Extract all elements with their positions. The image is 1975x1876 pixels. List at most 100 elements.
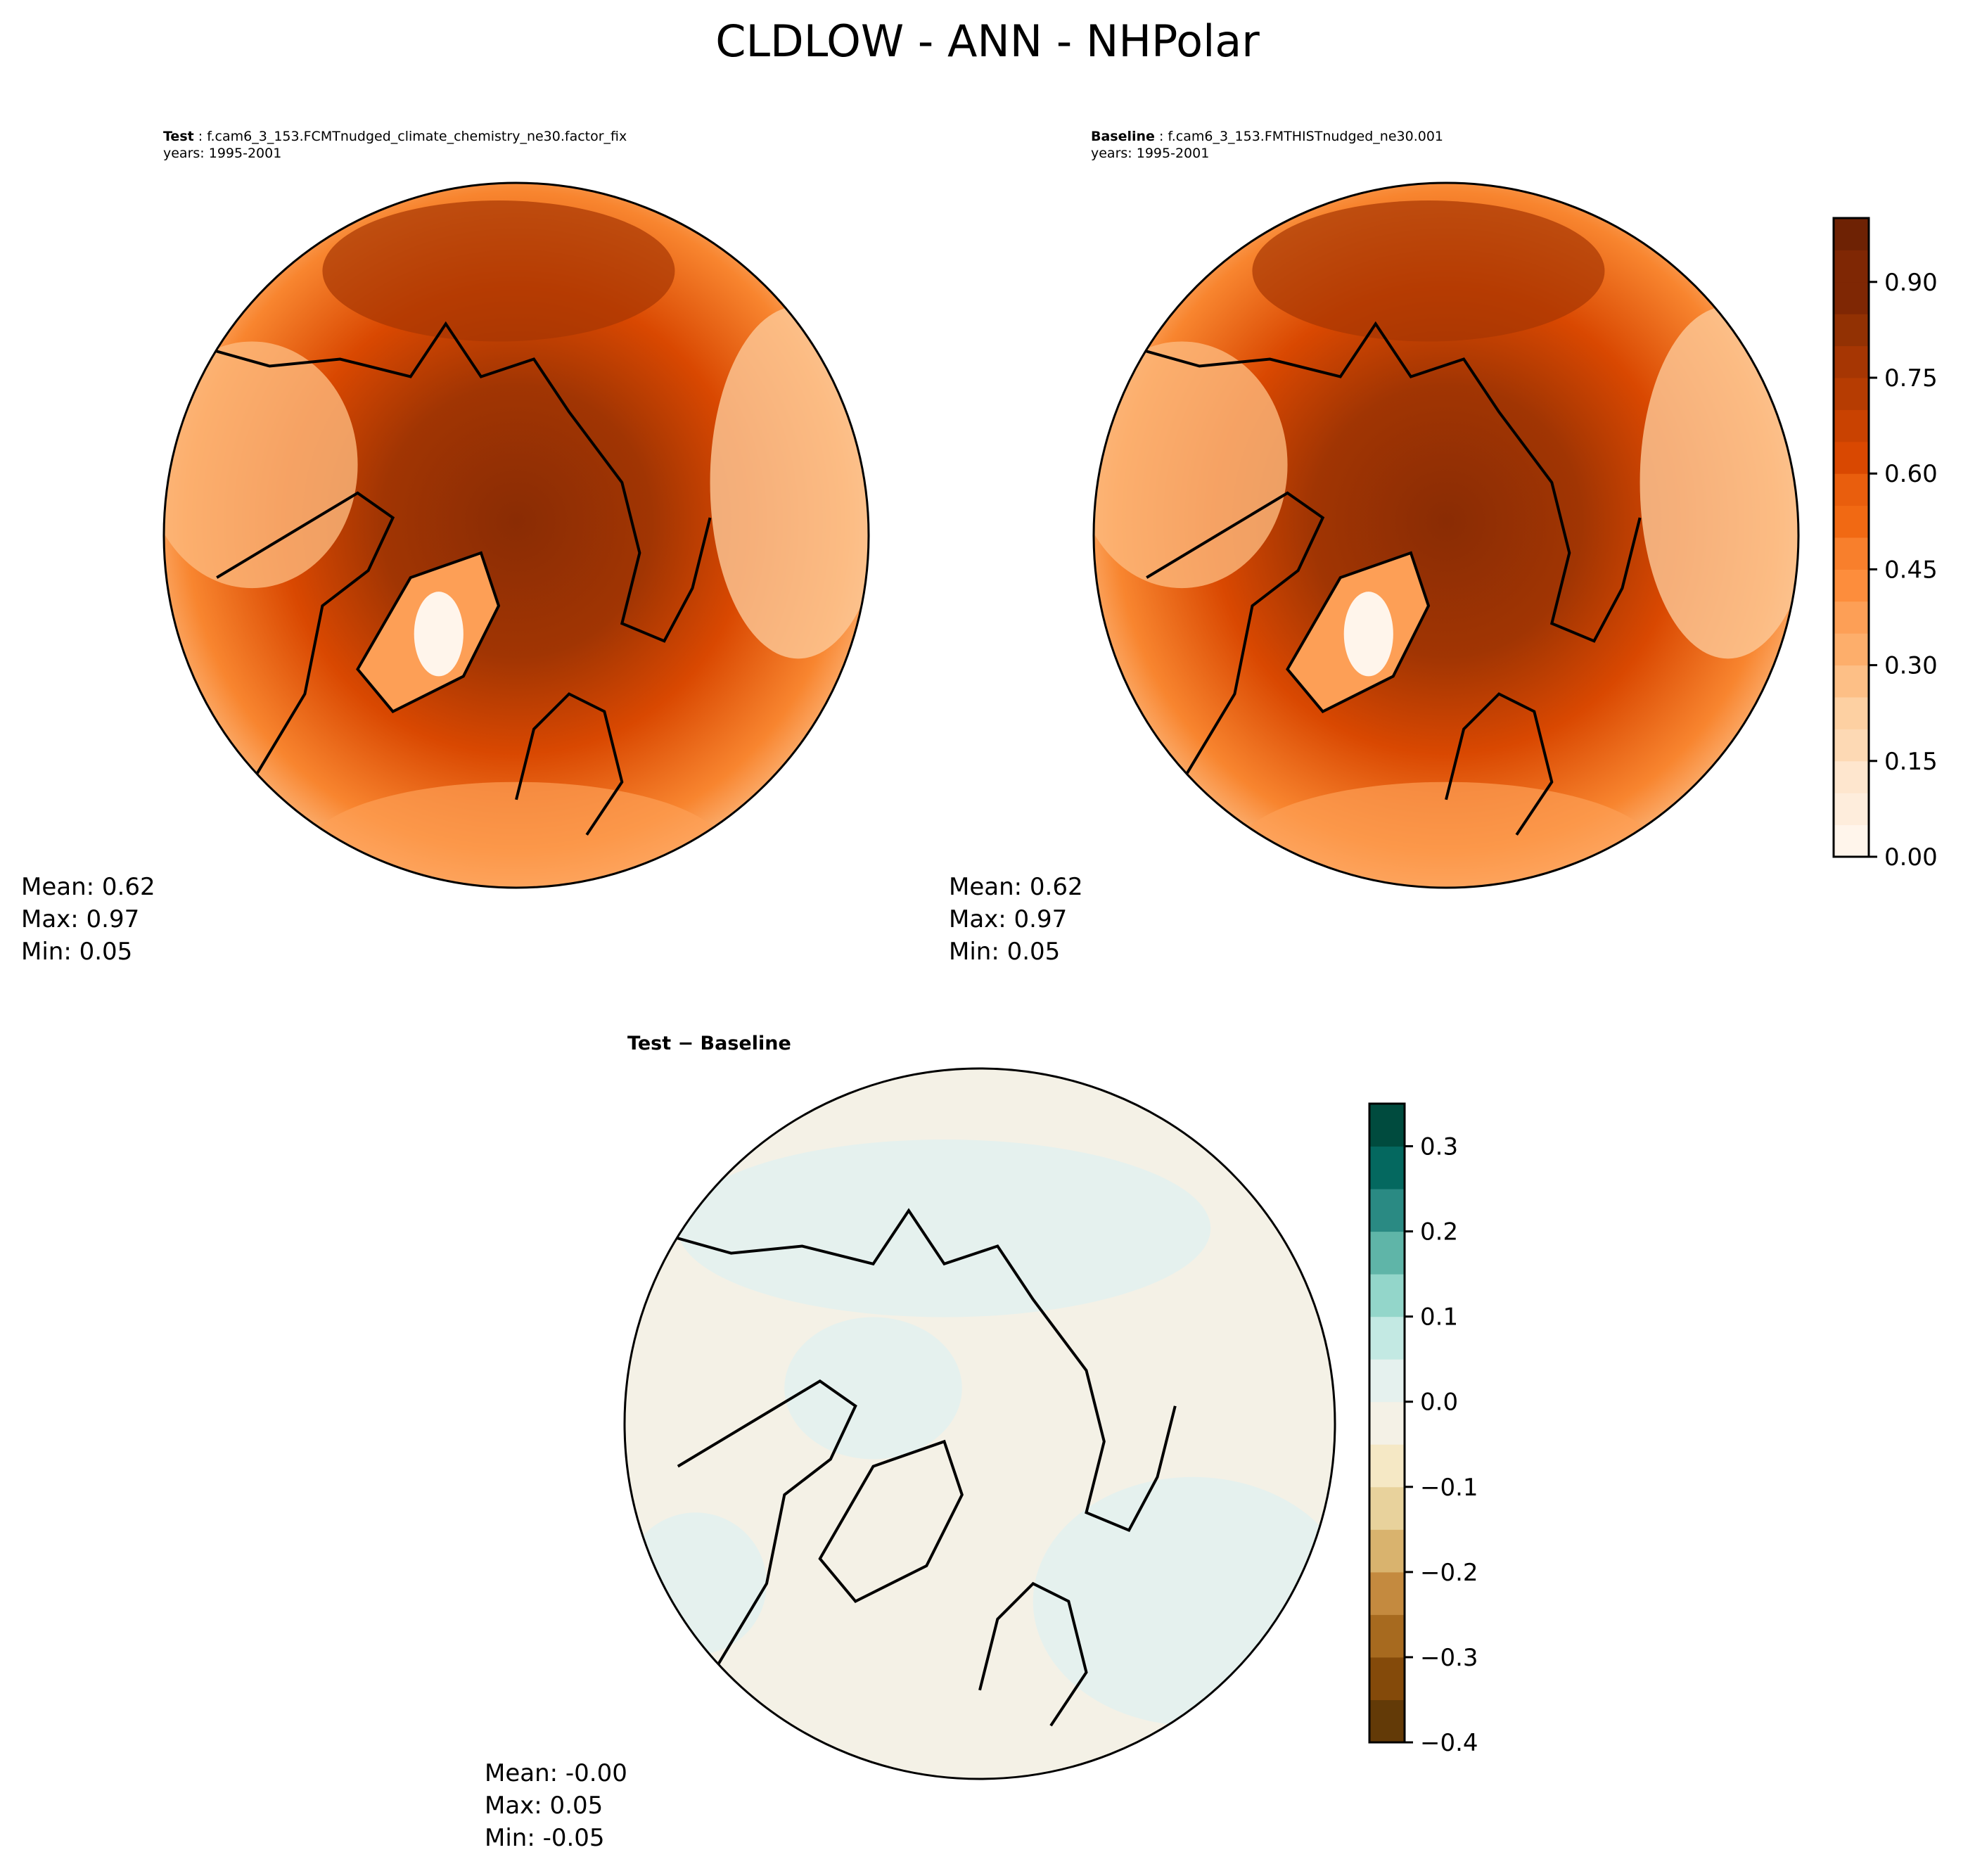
colorbar-segment	[1834, 441, 1869, 474]
diff-max: Max: 0.05	[485, 1792, 603, 1820]
colorbar-frame	[1832, 217, 1870, 858]
colorbar-tick-label: 0.3	[1420, 1133, 1458, 1161]
colorbar-segment	[1834, 378, 1869, 410]
coastline	[641, 1208, 1177, 1533]
map-boundary	[162, 181, 870, 889]
colorbar-segment	[1834, 314, 1869, 347]
field-low-region	[1640, 306, 1798, 659]
test-subtitle: Test : f.cam6_3_153.FCMTnudged_climate_c…	[163, 129, 627, 161]
coastline	[515, 692, 624, 836]
colorbar-tick-label: −0.4	[1420, 1729, 1478, 1757]
colorbar-segment	[1834, 665, 1869, 698]
field-high-region	[322, 200, 675, 342]
field	[1094, 183, 1798, 888]
greenland-minimum	[1343, 592, 1393, 677]
coastline	[1445, 692, 1554, 836]
colorbar-segment	[1369, 1486, 1405, 1530]
colorbar-segment	[1834, 409, 1869, 442]
colorbar-segment	[1834, 793, 1869, 826]
colorbar-segment	[1834, 633, 1869, 666]
coastline	[677, 1379, 857, 1673]
coastline	[216, 491, 395, 783]
colorbar-tick-label: 0.90	[1884, 269, 1938, 297]
field-low-region	[305, 781, 728, 888]
baseline-mean: Mean: 0.62	[949, 873, 1083, 901]
field-low-region	[1094, 341, 1288, 589]
colorbar-tick-label: 0.45	[1884, 556, 1938, 584]
colorbar-diff: −0.4 −0.3 −0.2 −0.1 0.0 0.1 0.2 0.3	[1368, 1102, 1478, 1757]
field-positive-region	[1033, 1476, 1335, 1726]
coastline	[1111, 321, 1642, 643]
colorbar-segment	[1834, 569, 1869, 602]
colorbar-segment	[1834, 729, 1869, 762]
colorbar-segment	[1369, 1359, 1405, 1403]
map-boundary	[623, 1067, 1336, 1780]
diff-title: Test − Baseline	[627, 1033, 791, 1054]
colorbar-tick-label: −0.3	[1420, 1644, 1478, 1672]
colorbar-tick-label: 0.2	[1420, 1218, 1458, 1246]
coastline-greenland	[356, 551, 501, 713]
test-min: Min: 0.05	[21, 938, 133, 966]
figure-title: CLDLOW - ANN - NHPolar	[715, 15, 1260, 67]
colorbar-frame	[1368, 1102, 1406, 1744]
field	[164, 183, 869, 888]
colorbar-segment	[1834, 218, 1869, 250]
field-low-region	[710, 306, 869, 659]
diff-map	[623, 1067, 1336, 1780]
colorbar-segment	[1369, 1316, 1405, 1360]
greenland-minimum	[414, 592, 464, 677]
colorbar-segment	[1369, 1401, 1405, 1445]
coastline	[181, 321, 712, 643]
colorbar-segment	[1369, 1529, 1405, 1573]
colorbar-segment	[1369, 1614, 1405, 1658]
colorbar-segment	[1834, 250, 1869, 283]
baseline-case: f.cam6_3_153.FMTHISTnudged_ne30.001	[1168, 129, 1443, 144]
baseline-subtitle: Baseline : f.cam6_3_153.FMTHISTnudged_ne…	[1091, 129, 1443, 161]
test-label: Test	[163, 129, 194, 144]
field-positive-region	[677, 1140, 1211, 1317]
coastline	[1146, 491, 1325, 783]
test-max: Max: 0.97	[21, 905, 140, 933]
colorbar-segment	[1369, 1274, 1405, 1317]
diff-stats: Mean: -0.00 Max: 0.05 Min: -0.05	[485, 1757, 627, 1854]
colorbar-tick-label: 0.15	[1884, 748, 1938, 776]
field-positive-region	[784, 1317, 962, 1460]
colorbar-tick-label: 0.00	[1884, 843, 1938, 872]
colorbar-segment	[1369, 1231, 1405, 1275]
colorbar-segment	[1834, 760, 1869, 793]
colorbar-segment	[1834, 505, 1869, 538]
colorbar-segment	[1834, 281, 1869, 314]
colorbar-segment	[1369, 1146, 1405, 1189]
map-boundary	[1092, 181, 1800, 889]
colorbar-tick-label: 0.1	[1420, 1303, 1458, 1332]
baseline-max: Max: 0.97	[949, 905, 1068, 933]
baseline-years: years: 1995-2001	[1091, 146, 1210, 161]
coastline-greenland	[818, 1439, 964, 1603]
colorbar-segment	[1834, 601, 1869, 634]
field-low-region	[1234, 781, 1658, 888]
colorbar-segment	[1834, 697, 1869, 729]
colorbar-tick-label: −0.2	[1420, 1559, 1478, 1587]
test-map	[162, 181, 870, 889]
field	[625, 1068, 1335, 1779]
field-high-region	[1252, 200, 1605, 342]
diff-mean: Mean: -0.00	[485, 1759, 627, 1787]
colorbar-segment	[1834, 824, 1869, 857]
colorbar-tick-label: 0.60	[1884, 460, 1938, 488]
colorbar-tick-label: 0.30	[1884, 652, 1938, 680]
colorbar-tick-label: 0.75	[1884, 364, 1938, 393]
colorbar-tick-label: 0.0	[1420, 1389, 1458, 1417]
colorbar-segment	[1369, 1571, 1405, 1615]
coastline-greenland	[1286, 551, 1431, 713]
coastline	[978, 1581, 1088, 1727]
colorbar-segment	[1369, 1104, 1405, 1147]
field-low-region	[164, 341, 358, 589]
diff-min: Min: -0.05	[485, 1824, 605, 1852]
baseline-map	[1092, 181, 1800, 889]
test-stats: Mean: 0.62 Max: 0.97 Min: 0.05	[21, 871, 155, 968]
colorbar-segment	[1369, 1699, 1405, 1743]
colorbar-segment	[1369, 1189, 1405, 1232]
colorbar-cldlow: 0.00 0.15 0.30 0.45 0.60 0.75 0.90	[1832, 217, 1938, 872]
baseline-min: Min: 0.05	[949, 938, 1061, 966]
